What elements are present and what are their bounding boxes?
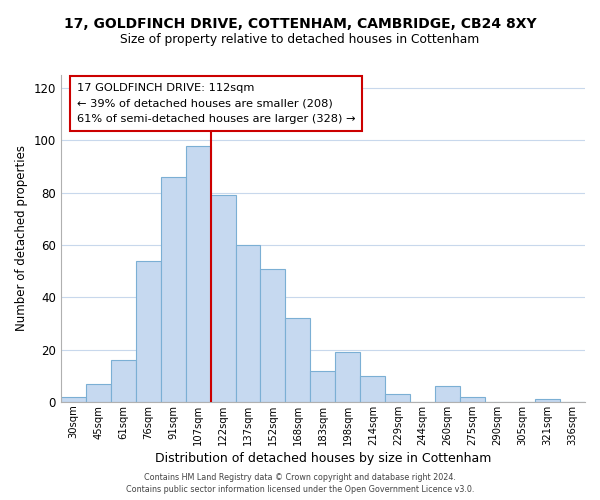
Bar	[310, 370, 335, 402]
Bar	[286, 318, 310, 402]
Bar	[136, 260, 161, 402]
Bar	[335, 352, 361, 402]
Bar	[111, 360, 136, 402]
X-axis label: Distribution of detached houses by size in Cottenham: Distribution of detached houses by size …	[155, 452, 491, 465]
Bar	[385, 394, 410, 402]
Bar	[361, 376, 385, 402]
Bar	[460, 396, 485, 402]
Text: 17 GOLDFINCH DRIVE: 112sqm
← 39% of detached houses are smaller (208)
61% of sem: 17 GOLDFINCH DRIVE: 112sqm ← 39% of deta…	[77, 83, 355, 124]
Bar	[185, 146, 211, 402]
Y-axis label: Number of detached properties: Number of detached properties	[15, 146, 28, 332]
Bar	[86, 384, 111, 402]
Bar	[211, 196, 236, 402]
Bar	[435, 386, 460, 402]
Text: Size of property relative to detached houses in Cottenham: Size of property relative to detached ho…	[121, 32, 479, 46]
Bar	[260, 268, 286, 402]
Bar	[535, 400, 560, 402]
Text: 17, GOLDFINCH DRIVE, COTTENHAM, CAMBRIDGE, CB24 8XY: 17, GOLDFINCH DRIVE, COTTENHAM, CAMBRIDG…	[64, 18, 536, 32]
Bar	[161, 177, 185, 402]
Bar	[236, 245, 260, 402]
Text: Contains HM Land Registry data © Crown copyright and database right 2024.
Contai: Contains HM Land Registry data © Crown c…	[126, 472, 474, 494]
Bar	[61, 396, 86, 402]
